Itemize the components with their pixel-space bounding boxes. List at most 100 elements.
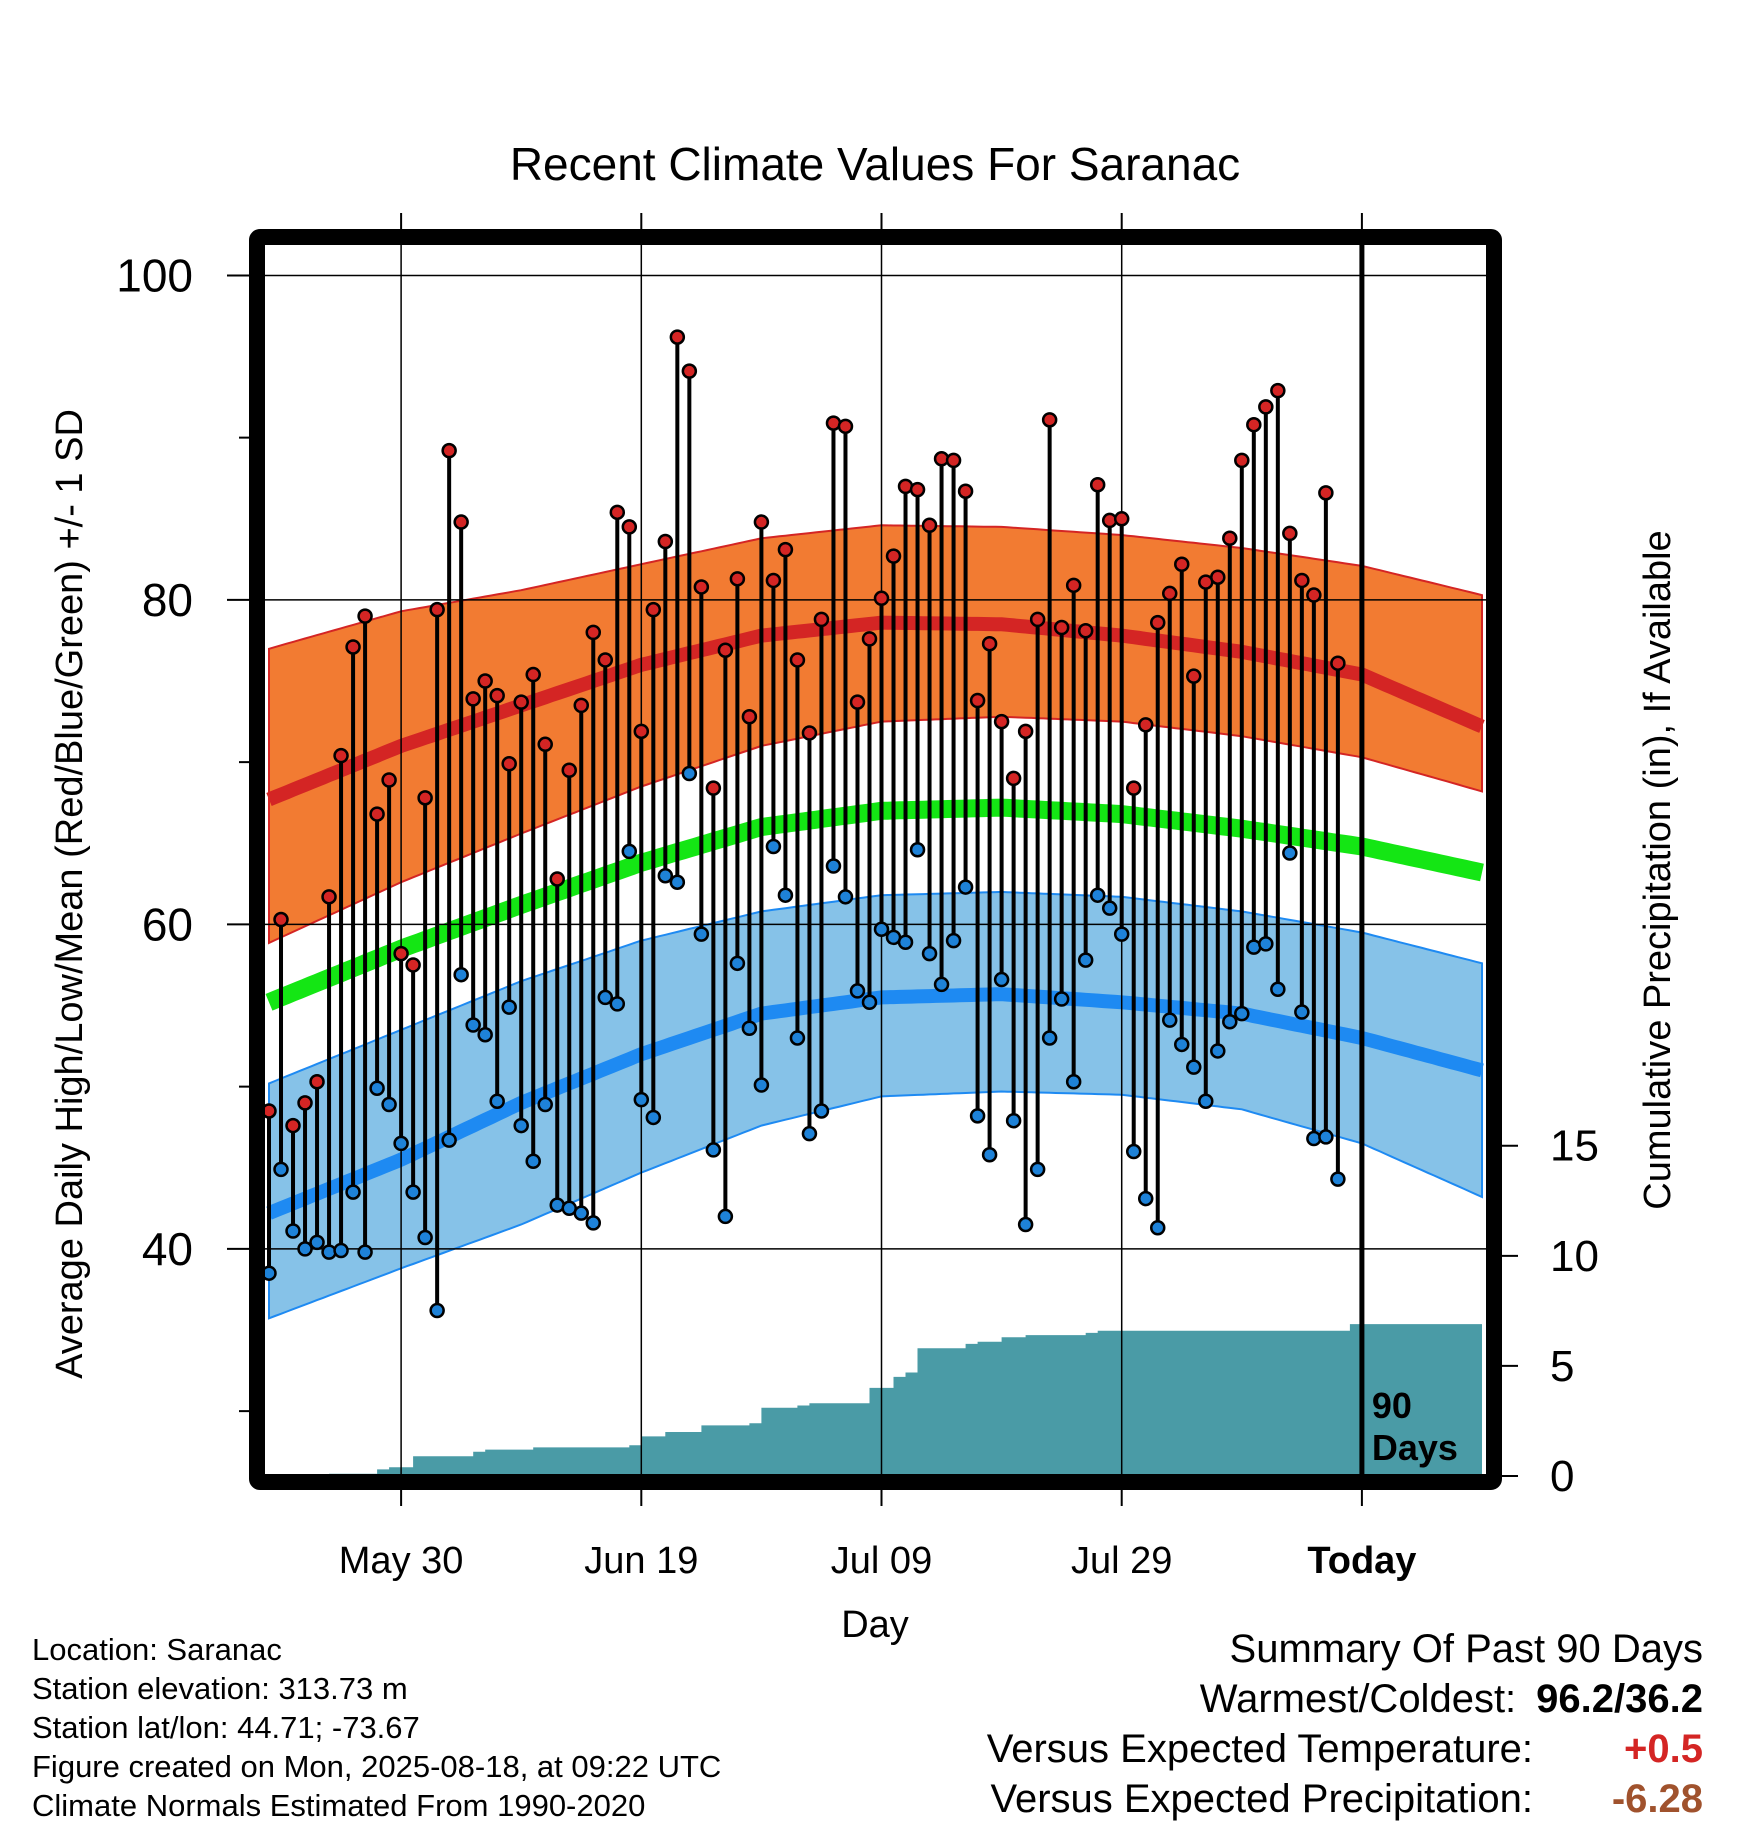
low-point	[1137, 1190, 1154, 1207]
high-point	[753, 514, 770, 530]
high-point	[969, 692, 986, 709]
high-point	[1186, 668, 1202, 684]
low-point	[417, 1229, 433, 1246]
low-point	[729, 955, 746, 972]
low-point	[1017, 1216, 1034, 1233]
high-point	[717, 642, 734, 658]
high-point	[333, 747, 349, 764]
y-tick-label: 100	[116, 249, 193, 301]
low-point	[837, 889, 854, 905]
warm-cold-label: Warmest/Coldest:	[1199, 1677, 1517, 1721]
high-point	[861, 631, 878, 647]
high-point	[957, 483, 974, 499]
x-tick-label: Jul 29	[1071, 1540, 1172, 1582]
high-point	[1077, 622, 1094, 639]
low-point	[1174, 1036, 1190, 1053]
high-point	[1234, 452, 1250, 469]
high-point	[297, 1095, 313, 1111]
high-point	[681, 363, 698, 379]
low-point	[981, 1147, 998, 1163]
low-point	[1053, 991, 1070, 1007]
high-point	[321, 889, 337, 905]
low-point	[381, 1096, 397, 1113]
high-point	[561, 762, 577, 779]
high-point	[357, 608, 373, 624]
high-point	[705, 780, 722, 796]
low-point	[609, 996, 626, 1012]
created-text: Figure created on Mon, 2025-08-18, at 09…	[32, 1749, 722, 1784]
high-point	[501, 756, 517, 772]
high-point	[1137, 717, 1154, 733]
low-point	[633, 1091, 650, 1108]
low-point	[801, 1125, 818, 1142]
low-point	[1065, 1074, 1082, 1090]
low-point	[1029, 1161, 1046, 1178]
low-point	[1282, 845, 1298, 861]
high-point	[729, 571, 746, 587]
low-point	[813, 1103, 830, 1119]
high-point	[1222, 530, 1238, 547]
precip-label: Versus Expected Precipitation:	[990, 1777, 1533, 1821]
low-point	[1222, 1013, 1238, 1030]
temp-value: +0.5	[1624, 1727, 1703, 1771]
low-point	[705, 1142, 722, 1158]
marker-label-line1: 90	[1372, 1385, 1412, 1426]
low-point	[1294, 1004, 1310, 1020]
high-point	[1005, 770, 1022, 787]
low-point	[273, 1161, 289, 1178]
high-point	[285, 1117, 301, 1134]
high-point	[453, 514, 469, 530]
high-point	[1174, 556, 1190, 572]
high-point	[921, 517, 938, 534]
high-point	[429, 601, 445, 618]
low-point	[825, 858, 842, 874]
high-point	[513, 694, 529, 710]
low-point	[717, 1208, 734, 1225]
high-point	[657, 533, 674, 550]
high-point	[909, 481, 926, 498]
low-point	[1113, 926, 1130, 942]
high-point	[837, 418, 854, 435]
low-point	[1234, 1005, 1250, 1022]
x-tick-label: Jul 09	[831, 1540, 932, 1582]
low-point	[849, 983, 866, 999]
elevation-text: Station elevation: 313.73 m	[32, 1671, 408, 1706]
high-point	[1270, 382, 1286, 399]
x-tick-label: May 30	[339, 1540, 464, 1582]
y-tick-label: 40	[142, 1223, 193, 1275]
high-point	[1306, 587, 1322, 603]
y-tick-label: 60	[142, 898, 193, 950]
latlon-text: Station lat/lon: 44.71; -73.67	[32, 1710, 420, 1745]
high-point	[669, 329, 686, 345]
high-point	[1282, 525, 1298, 542]
high-point	[549, 871, 565, 887]
low-point	[525, 1153, 541, 1170]
high-point	[945, 452, 962, 469]
low-point	[909, 842, 926, 858]
x-tick-label: Jun 19	[584, 1540, 698, 1582]
high-point	[813, 611, 830, 628]
location-text: Location: Saranac	[32, 1632, 282, 1667]
low-point	[1089, 887, 1106, 903]
high-point	[849, 694, 866, 710]
station-info: Location: Saranac Station elevation: 313…	[32, 1630, 721, 1825]
high-point	[1210, 569, 1226, 585]
low-point	[861, 994, 878, 1011]
high-point	[1017, 723, 1034, 740]
high-point	[263, 1103, 277, 1119]
high-point	[1065, 577, 1082, 594]
high-point	[309, 1074, 325, 1090]
low-point	[1330, 1171, 1346, 1187]
low-point	[1210, 1043, 1226, 1059]
high-point	[393, 945, 409, 962]
low-point	[357, 1244, 373, 1260]
high-point	[477, 673, 493, 689]
high-point	[489, 687, 505, 704]
low-point	[585, 1215, 602, 1231]
low-sd-band	[268, 890, 1483, 1320]
low-point	[441, 1132, 457, 1148]
low-point	[333, 1242, 349, 1259]
temp-row: Versus Expected Temperature: +0.5	[987, 1724, 1703, 1774]
low-point	[501, 999, 517, 1015]
